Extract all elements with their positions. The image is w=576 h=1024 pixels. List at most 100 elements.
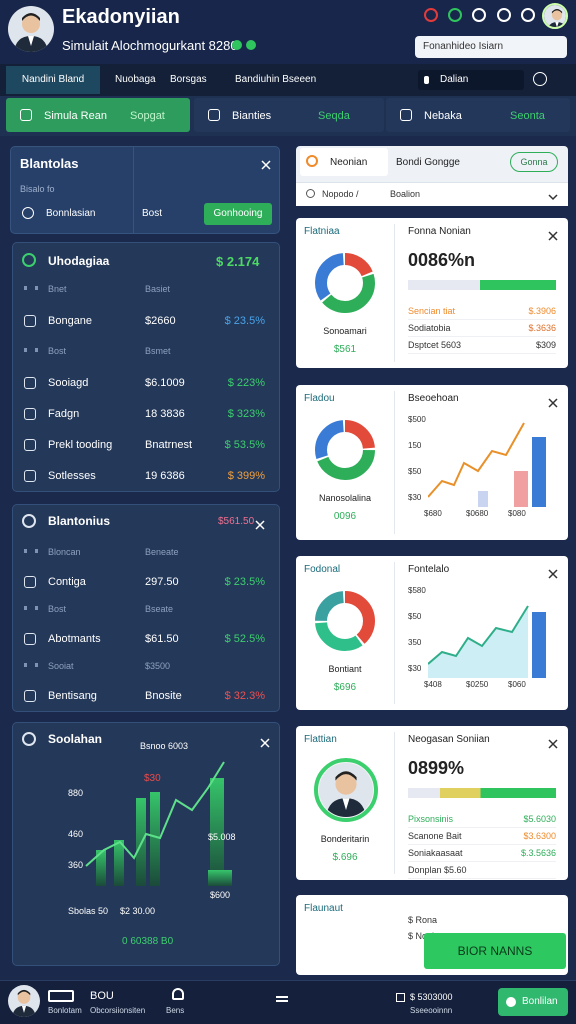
card-line: $ Rona: [408, 915, 438, 925]
search-icon: [306, 189, 315, 198]
header-icon[interactable]: [521, 8, 535, 22]
panel-item: Bonnlasian: [46, 208, 96, 219]
header-icon[interactable]: [472, 8, 486, 22]
y-tick-label: $50: [408, 467, 422, 476]
row-rule: [408, 353, 556, 354]
nav-tab[interactable]: Borsgas: [170, 74, 207, 85]
toolbar-section[interactable]: [386, 98, 570, 132]
tab-text: Neonian: [330, 157, 368, 168]
bottom-bar: [0, 980, 576, 1024]
graphic-part: [260, 738, 270, 748]
close-button[interactable]: [260, 735, 270, 748]
row-change: $ 52.5%: [224, 633, 265, 645]
row-label: Abotmants: [48, 633, 101, 645]
header-icon[interactable]: [497, 8, 511, 22]
graphic-part: [478, 491, 488, 507]
graphic-part: [315, 253, 375, 313]
toolbar-section[interactable]: [6, 98, 190, 132]
tab-icon: [306, 155, 318, 167]
row-change: $ 23.5%: [224, 315, 265, 327]
close-button[interactable]: [548, 228, 558, 241]
header-icon[interactable]: [424, 8, 438, 22]
chart-caption: Bsnoo 6003: [140, 741, 189, 751]
x-tick-label: $408: [424, 680, 442, 689]
card-title: Flattian: [304, 734, 337, 745]
graphic-part: [8, 985, 40, 1017]
close-button[interactable]: [548, 736, 558, 749]
bottom-icon[interactable]: [172, 988, 184, 1000]
settings-icon[interactable]: [533, 72, 547, 86]
dropdown[interactable]: Dalian: [418, 70, 524, 90]
y-tick-label: $50: [408, 612, 422, 621]
x-tick-label: $0250: [466, 680, 489, 689]
header-icon[interactable]: [448, 8, 462, 22]
panel-item-value: Bost: [142, 208, 163, 219]
toolbar-label: Simula Rean: [44, 110, 107, 122]
search-row[interactable]: [296, 182, 568, 206]
nav-tab[interactable]: Nuobaga: [115, 74, 156, 85]
row-value: $6.1009: [145, 377, 185, 389]
panel-total: $ 2.174: [216, 254, 260, 269]
graphic-part: [342, 798, 350, 810]
row-value: Bseate: [145, 604, 174, 614]
x-tick-label: $060: [508, 680, 526, 689]
y-tick-label: $30: [408, 664, 422, 673]
toolbar-section[interactable]: [194, 98, 384, 132]
search-box[interactable]: Fonanhideo Isiarn: [415, 36, 567, 58]
panel: [12, 242, 280, 492]
divider: [133, 147, 134, 233]
row-label: Fadgn: [48, 408, 80, 420]
row-dots: [24, 348, 38, 352]
toolbar-value: Seqda: [318, 110, 350, 122]
row-change: $ 32.3%: [224, 690, 265, 702]
panel-icon: [22, 253, 36, 267]
bottom-menu: Bens: [166, 1006, 185, 1015]
chevron: [548, 188, 558, 201]
card-divider: [394, 732, 395, 874]
graphic-part: [85, 761, 225, 867]
row-label: Bost: [48, 604, 67, 614]
graphic-part: [514, 471, 528, 507]
panel: [12, 504, 280, 712]
button[interactable]: Gonna: [510, 152, 558, 172]
close-button[interactable]: [548, 395, 558, 408]
button[interactable]: Gonhooing: [204, 203, 272, 225]
panel-title: Uhodagiaa: [48, 254, 110, 268]
row-value: 18 3836: [145, 408, 185, 420]
graphic-part: [551, 8, 563, 14]
card-right-title: Fonna Nonian: [408, 226, 471, 237]
x-tick-label: $600: [210, 890, 231, 900]
close-button[interactable]: [548, 566, 558, 579]
nav-tab[interactable]: Bandiuhin Bseeen: [235, 74, 317, 85]
y-tick-label: 460: [68, 829, 84, 839]
icon: [24, 408, 36, 420]
menu-icon[interactable]: [276, 996, 288, 1002]
card-row-value: $.3906: [528, 306, 556, 316]
graphic-part: [548, 194, 558, 201]
card-value: $561: [333, 344, 357, 355]
row-label: Contiga: [48, 576, 86, 588]
graphic-part: [315, 253, 375, 313]
chart-footer: 0 60388 B0: [122, 936, 174, 947]
y-tick-label: 880: [68, 788, 84, 798]
graphic-part: [114, 840, 124, 886]
button[interactable]: Bonlilan: [498, 988, 568, 1016]
tab-text[interactable]: Bondi Gongge: [396, 157, 460, 168]
graphic-part: [548, 398, 558, 408]
nav-tab[interactable]: Nandini Bland: [6, 66, 100, 94]
x-tick-label: $0680: [466, 509, 489, 518]
graphic-part: [17, 991, 31, 1004]
close-button[interactable]: [261, 157, 271, 170]
graphic-part: [551, 10, 563, 21]
graphic-part: [21, 1005, 27, 1013]
close-button[interactable]: [255, 517, 265, 530]
graphic-part: [315, 253, 375, 313]
button[interactable]: BIOR NANNS: [424, 933, 566, 969]
row-label: Bongane: [48, 315, 93, 327]
graphic-part: [208, 870, 232, 886]
row-dots: [24, 286, 38, 290]
graphic-part: [96, 850, 106, 886]
